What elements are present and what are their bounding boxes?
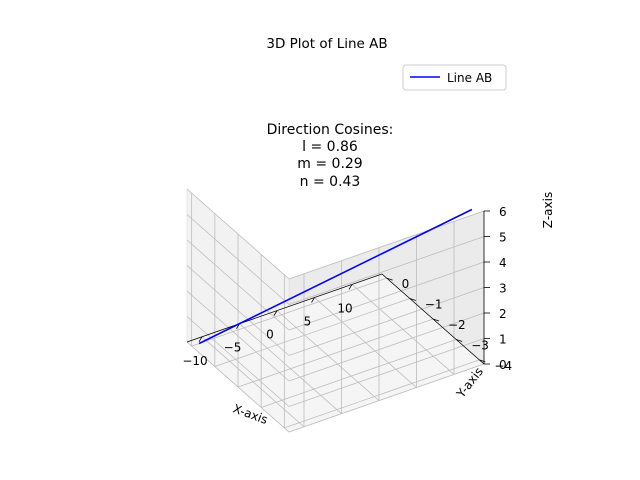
z-axis-label: Z-axis	[541, 192, 555, 228]
y-grid-floor-1	[214, 298, 410, 367]
y-tick-label-2: −2	[448, 318, 466, 332]
x-tick-label-0: −10	[182, 354, 207, 368]
z-grid-back-4	[288, 261, 485, 331]
z-tick-label-1: 1	[499, 333, 507, 347]
y-grid-floor-3	[261, 339, 457, 408]
z-grid-back-1	[288, 338, 485, 407]
z-tick-label-0: 0	[499, 358, 507, 372]
annotation-line-2: l = 0.86	[302, 139, 358, 155]
x-tick-2	[273, 310, 278, 316]
y-tick-label-4: −4	[494, 359, 512, 373]
y-grid-floor-4	[284, 359, 480, 429]
z-grid-back-6	[288, 210, 485, 280]
z-tick-label-5: 5	[499, 231, 507, 245]
y-tick-2	[432, 318, 440, 322]
y-tick-3	[456, 339, 463, 342]
grid-lines	[186, 188, 485, 433]
z-grid-back-2	[288, 312, 485, 382]
x-tick-0	[198, 336, 203, 342]
z-grid-back-0	[288, 363, 485, 433]
series-layer	[198, 208, 473, 345]
legend-frame	[402, 64, 507, 91]
z-grid-back-3	[288, 287, 485, 356]
x-tick-label-4: 10	[337, 302, 352, 316]
y-grid-floor-0	[191, 277, 387, 347]
y-tick-label-0: 0	[402, 277, 410, 291]
x-axis-line	[186, 273, 383, 343]
y-tick-1	[409, 298, 416, 301]
x-tick-label-3: 5	[304, 315, 312, 329]
z-grid-left-2	[186, 290, 290, 382]
z-grid-back-5	[288, 236, 485, 305]
annotation-line-1: Direction Cosines:	[267, 122, 394, 138]
series-line-0	[198, 208, 473, 345]
annotation: Direction Cosines: l = 0.86 m = 0.29 n =…	[267, 122, 394, 190]
annotation-line-3: m = 0.29	[297, 156, 362, 172]
chart-title: 3D Plot of Line AB	[266, 36, 387, 52]
z-grid-left-4	[186, 239, 290, 331]
y-tick-label-3: −3	[471, 339, 489, 353]
z-grid-left-6	[186, 188, 290, 280]
z-tick-label-3: 3	[499, 282, 507, 296]
y-tick-4	[479, 359, 486, 363]
z-tick-label-6: 6	[499, 205, 507, 219]
z-tick-label-4: 4	[499, 256, 507, 270]
y-tick-0	[386, 277, 393, 281]
y-tick-label-1: −1	[425, 298, 443, 312]
x-tick-label-2: 0	[266, 328, 274, 342]
x-tick-4	[348, 284, 353, 290]
legend-label-line-ab: Line AB	[447, 71, 492, 85]
z-tick-label-2: 2	[499, 307, 507, 321]
annotation-line-4: n = 0.43	[300, 174, 361, 190]
x-tick-3	[311, 297, 315, 303]
legend: Line AB	[402, 64, 507, 91]
z-grid-left-1	[186, 316, 290, 407]
z-grid-left-3	[186, 265, 290, 356]
z-grid-left-5	[186, 214, 290, 305]
y-grid-floor-2	[237, 318, 434, 388]
z-grid-left-0	[186, 341, 290, 433]
x-tick-label-1: −5	[224, 341, 242, 355]
